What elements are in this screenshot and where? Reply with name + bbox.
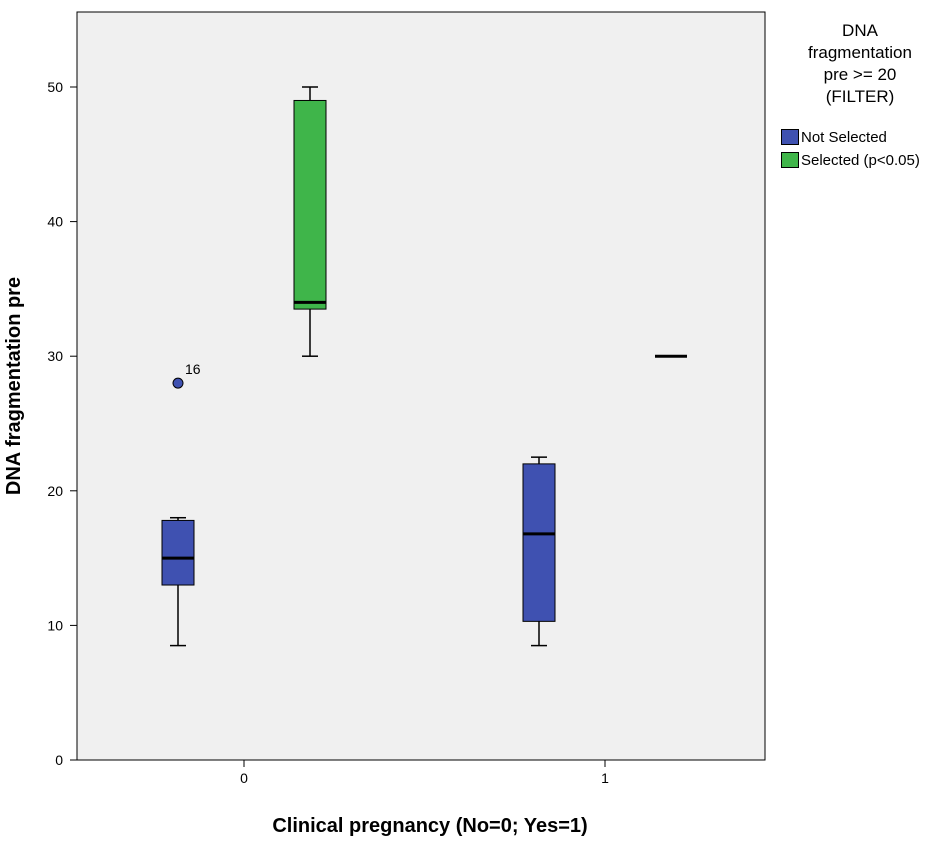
y-axis: 0 10 20 30 40 50 xyxy=(47,79,77,768)
legend-title-line: (FILTER) xyxy=(825,87,895,106)
legend-item-not-selected: Not Selected xyxy=(781,127,887,147)
y-tick-label: 50 xyxy=(47,79,63,95)
legend-title-line: pre >= 20 xyxy=(823,65,897,84)
legend-swatch-selected xyxy=(781,152,799,168)
outlier-label: 16 xyxy=(185,361,201,377)
y-axis-title: DNA fragmentation pre xyxy=(3,277,25,495)
outlier-point xyxy=(172,377,184,389)
legend-title-line: DNA xyxy=(842,21,878,40)
y-tick-label: 0 xyxy=(55,752,63,768)
x-tick-label: 1 xyxy=(601,770,609,786)
legend-swatch-not-selected xyxy=(781,129,799,145)
y-tick-label: 30 xyxy=(47,348,63,364)
boxes: 16 xyxy=(161,86,687,647)
x-axis-title: Clinical pregnancy (No=0; Yes=1) xyxy=(272,815,587,837)
box-group xyxy=(293,86,327,357)
legend-item-selected: Selected (p<0.05) xyxy=(781,150,920,170)
box-group xyxy=(522,456,556,647)
box xyxy=(161,519,195,586)
legend-label-not-selected: Not Selected xyxy=(801,128,887,146)
legend-label-selected: Selected (p<0.05) xyxy=(801,151,920,169)
y-tick-label: 40 xyxy=(47,214,63,230)
y-tick-label: 20 xyxy=(47,483,63,499)
y-tick-label: 10 xyxy=(47,617,63,633)
box xyxy=(522,463,556,622)
legend-title: DNA fragmentation pre >= 20 (FILTER) xyxy=(770,20,950,108)
box xyxy=(293,99,327,310)
plot-area xyxy=(76,11,766,761)
legend-title-line: fragmentation xyxy=(808,43,912,62)
box-group: 16 xyxy=(161,361,201,647)
x-tick-label: 0 xyxy=(240,770,248,786)
